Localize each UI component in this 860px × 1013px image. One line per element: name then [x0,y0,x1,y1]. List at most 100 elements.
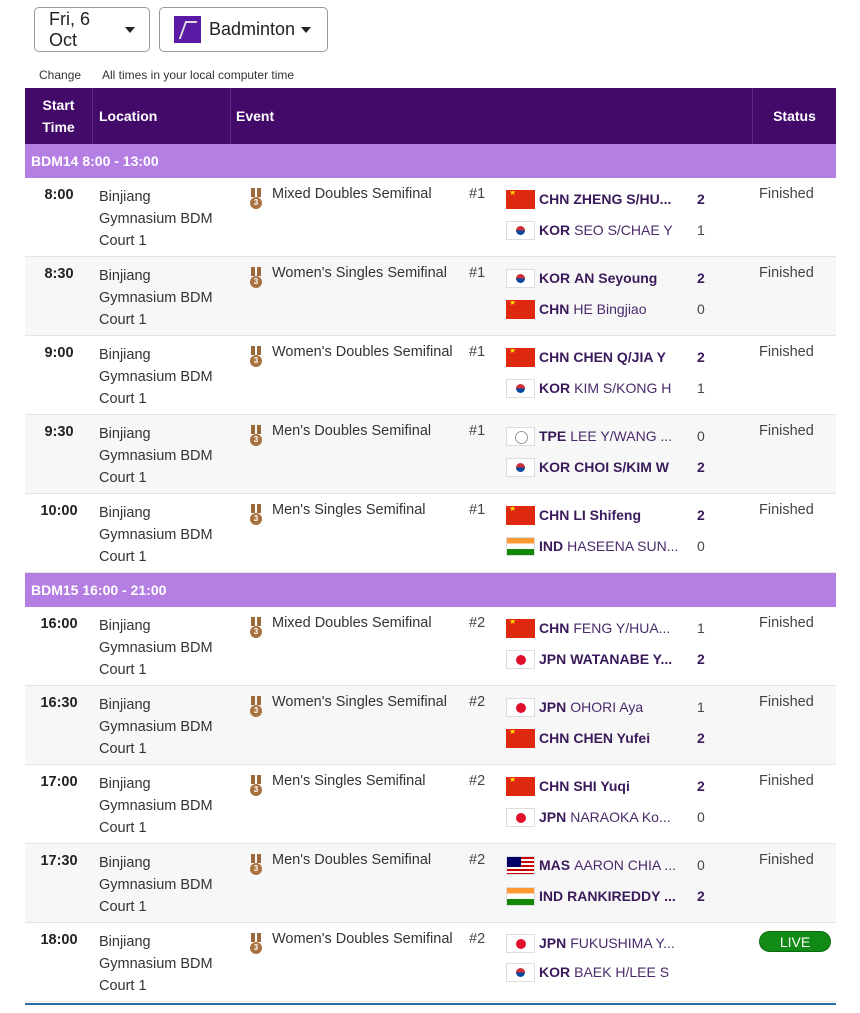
status: Finished [759,852,814,868]
competitor-name: RANKIREDDY ... [567,888,676,904]
country-code: CHN [539,620,570,636]
competitor[interactable]: CHN CHEN Q/JIA Y [506,346,666,368]
competitor[interactable]: KOR AN Seyoung [506,267,657,289]
chevron-down-icon [301,26,312,33]
competitor[interactable]: CHN HE Bingjiao [506,298,647,320]
location: Binjiang Gymnasium BDM Court 1 [99,189,213,249]
flag-ind-icon [506,886,535,906]
sport-select[interactable]: Badminton [159,7,328,52]
flag-jpn-icon [506,807,535,827]
table-row[interactable]: 10:00 Binjiang Gymnasium BDM Court 1 3 M… [25,494,836,573]
header-event: Event [231,88,753,144]
date-value: Fri, 6 Oct [49,8,91,50]
start-time: 17:30 [40,853,78,869]
competitor[interactable]: KOR CHOI S/KIM W [506,456,669,478]
competitor[interactable]: KOR SEO S/CHAE Y [506,219,673,241]
score: 0 [697,301,705,317]
bronze-medal-icon: 3 [249,504,263,528]
competitor[interactable]: CHN CHEN Yufei [506,727,650,749]
competitor[interactable]: KOR BAEK H/LEE S [506,961,669,983]
flag-ind-icon [506,536,535,556]
flag-chn-icon [506,189,535,209]
table-row[interactable]: 18:00 Binjiang Gymnasium BDM Court 1 3 W… [25,923,836,1002]
competitor[interactable]: CHN ZHENG S/HU... [506,188,671,210]
table-row[interactable]: 17:00 Binjiang Gymnasium BDM Court 1 3 M… [25,765,836,844]
start-time: 16:00 [40,616,78,632]
country-code: KOR [539,964,571,980]
country-code: TPE [539,428,567,444]
score: 2 [697,888,705,904]
flag-kor-icon [506,457,535,477]
match-number: #2 [469,615,486,631]
country-code: CHN [539,349,570,365]
competitor-name: CHEN Yufei [573,730,651,746]
event-name[interactable]: Men's Singles Semifinal [272,773,426,789]
status: Finished [759,344,814,360]
table-row[interactable]: 9:00 Binjiang Gymnasium BDM Court 1 3 Wo… [25,336,836,415]
competitor-name: OHORI Aya [570,699,644,715]
competitor-name: LEE Y/WANG ... [570,428,673,444]
bronze-medal-icon: 3 [249,775,263,799]
flag-mas-icon [506,855,535,875]
competitor-name: AN Seyoung [574,270,658,286]
event-name[interactable]: Men's Singles Semifinal [272,502,426,518]
competitor[interactable]: JPN OHORI Aya [506,696,643,718]
table-row[interactable]: 16:00 Binjiang Gymnasium BDM Court 1 3 M… [25,607,836,686]
event-name[interactable]: Women's Doubles Semifinal [272,344,453,360]
bronze-medal-icon: 3 [249,267,263,291]
event-name[interactable]: Men's Doubles Semifinal [272,852,432,868]
competitor-name: CHOI S/KIM W [574,459,670,475]
competitor[interactable]: MAS AARON CHIA ... [506,854,676,876]
session-header: BDM15 16:00 - 21:00 [25,573,836,607]
country-code: CHN [539,191,570,207]
competitor[interactable]: JPN FUKUSHIMA Y... [506,932,675,954]
event-name[interactable]: Mixed Doubles Semifinal [272,186,432,202]
competitor[interactable]: CHN FENG Y/HUA... [506,617,670,639]
competitor-name: AARON CHIA ... [574,857,677,873]
match-number: #1 [469,186,486,202]
competitor-name: NARAOKA Ko... [570,809,671,825]
table-row[interactable]: 8:30 Binjiang Gymnasium BDM Court 1 3 Wo… [25,257,836,336]
date-select[interactable]: Fri, 6 Oct [34,7,150,52]
session-header: BDM14 8:00 - 13:00 [25,144,836,178]
competitor[interactable]: IND RANKIREDDY ... [506,885,676,907]
country-code: JPN [539,651,567,667]
match-number: #2 [469,773,486,789]
country-code: KOR [539,459,571,475]
competitor-name: ZHENG S/HU... [573,191,672,207]
location: Binjiang Gymnasium BDM Court 1 [99,618,213,678]
event-name[interactable]: Women's Singles Semifinal [272,265,447,281]
table-row[interactable]: 16:30 Binjiang Gymnasium BDM Court 1 3 W… [25,686,836,765]
country-code: CHN [539,730,570,746]
competitor[interactable]: JPN NARAOKA Ko... [506,806,671,828]
event-name[interactable]: Women's Singles Semifinal [272,694,447,710]
table-row[interactable]: 9:30 Binjiang Gymnasium BDM Court 1 3 Me… [25,415,836,494]
competitor[interactable]: KOR KIM S/KONG H [506,377,671,399]
change-link[interactable]: Change [39,68,82,82]
competitor[interactable]: TPE LEE Y/WANG ... [506,425,672,447]
timezone-note: All times in your local computer time [102,68,295,82]
competitor[interactable]: JPN WATANABE Y... [506,648,672,670]
location: Binjiang Gymnasium BDM Court 1 [99,776,213,836]
schedule-table: Start Time Location Event Status BDM14 8… [25,88,836,1005]
match-number: #2 [469,852,486,868]
score: 2 [697,651,705,667]
score: 0 [697,809,705,825]
competitor[interactable]: CHN SHI Yuqi [506,775,630,797]
live-badge[interactable]: LIVE [759,931,831,952]
table-row[interactable]: 8:00 Binjiang Gymnasium BDM Court 1 3 Mi… [25,178,836,257]
flag-chn-icon [506,776,535,796]
country-code: KOR [539,270,571,286]
event-name[interactable]: Mixed Doubles Semifinal [272,615,432,631]
competitor[interactable]: CHN LI Shifeng [506,504,641,526]
event-name[interactable]: Women's Doubles Semifinal [272,931,453,947]
match-number: #2 [469,931,486,947]
match-number: #1 [469,265,486,281]
sport-value: Badminton [209,19,296,39]
table-row[interactable]: 17:30 Binjiang Gymnasium BDM Court 1 3 M… [25,844,836,923]
event-name[interactable]: Men's Doubles Semifinal [272,423,432,439]
competitor-name: HASEENA SUN... [567,538,679,554]
flag-chn-icon [506,505,535,525]
competitor-name: FUKUSHIMA Y... [570,935,675,951]
competitor[interactable]: IND HASEENA SUN... [506,535,678,557]
